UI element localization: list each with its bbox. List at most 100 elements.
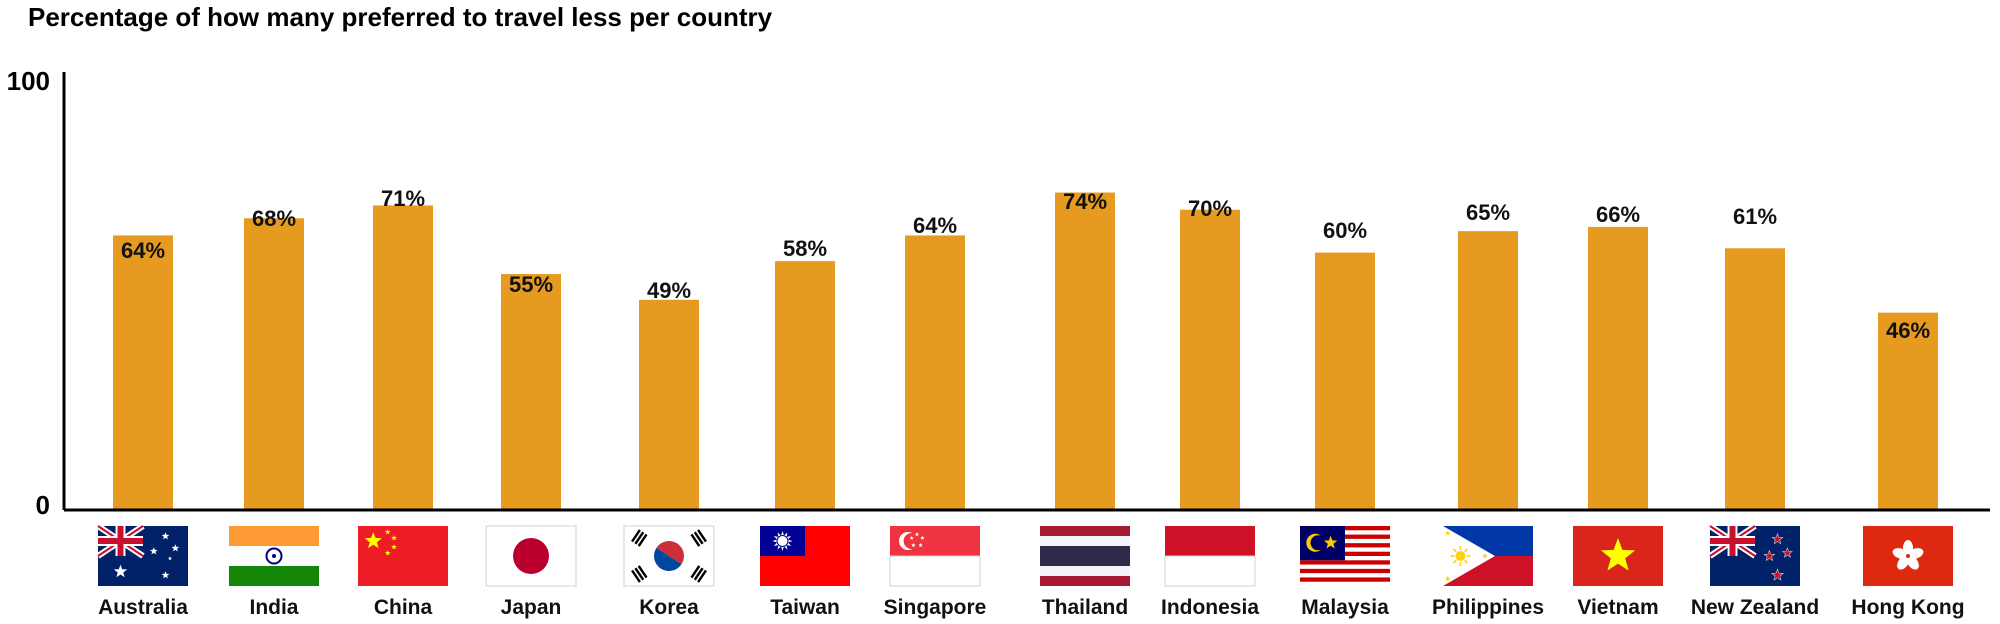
- bar-indonesia: [1180, 209, 1240, 509]
- flag-stripe-white: [1040, 566, 1130, 576]
- bauhinia-petal-icon: [1897, 555, 1910, 570]
- star-icon: [161, 532, 170, 540]
- trigram-bar: [690, 533, 701, 547]
- flags-group: [96, 523, 1953, 587]
- southern-cross-star-icon: [1772, 569, 1783, 580]
- bar-china: [373, 205, 433, 509]
- large-star-icon: [364, 532, 382, 549]
- taegeuk-red-icon: [656, 541, 684, 565]
- star-icon: [1482, 553, 1488, 559]
- trigram-bar: [637, 565, 648, 579]
- data-label: 64%: [121, 238, 165, 263]
- flag-stripe: [1300, 560, 1390, 565]
- bauhinia-petal-icon: [1906, 555, 1919, 570]
- federal-star-icon: [1323, 535, 1338, 549]
- trigram-bar: [634, 531, 645, 545]
- trigram-bar: [631, 529, 641, 543]
- trigram-bar: [637, 533, 648, 547]
- data-label: 58%: [783, 236, 827, 261]
- trigram-bar: [631, 569, 641, 583]
- flag-stripe: [1300, 581, 1390, 587]
- union-jack-cross-red: [1710, 526, 1755, 556]
- bar-hong-kong: [1878, 312, 1938, 509]
- star-icon: [171, 544, 180, 552]
- singapore-flag-icon: [889, 526, 981, 587]
- union-jack-canton: [1708, 523, 1757, 559]
- trigram-icon: [631, 529, 648, 547]
- category-label: Japan: [501, 596, 562, 619]
- category-label: Malaysia: [1301, 596, 1389, 619]
- category-label: Singapore: [884, 596, 987, 619]
- star-icon: [911, 542, 916, 548]
- data-label: 60%: [1323, 218, 1367, 243]
- white-sun-icon: [776, 535, 789, 547]
- category-label: Australia: [98, 596, 188, 619]
- trigram-bar: [697, 569, 707, 583]
- union-jack-canton: [96, 523, 145, 559]
- flag-stripe-white: [1164, 555, 1256, 587]
- crescent-cut: [1310, 535, 1326, 551]
- data-label: 68%: [252, 206, 296, 231]
- indonesia-flag-icon: [1164, 526, 1256, 587]
- japan-flag-icon: [485, 525, 577, 587]
- star-icon: [914, 532, 920, 537]
- bar-malaysia: [1315, 252, 1375, 509]
- flag-stripe: [1300, 564, 1390, 570]
- sun-ray-icon: [772, 539, 778, 543]
- category-label: New Zealand: [1691, 596, 1819, 619]
- star-icon: [384, 529, 391, 535]
- data-label: 55%: [509, 272, 553, 297]
- data-label: 61%: [1733, 204, 1777, 229]
- flag-stripe-blue: [1040, 546, 1130, 566]
- trigram-bar: [697, 529, 707, 543]
- bar-new-zealand: [1725, 248, 1785, 509]
- taiwan-flag-icon: [760, 526, 850, 586]
- taegeuk-blue-icon: [654, 547, 682, 571]
- data-label: 65%: [1466, 200, 1510, 225]
- sun-ray-icon: [780, 545, 785, 551]
- bar-australia: [113, 235, 173, 509]
- trigram-bar: [693, 531, 704, 545]
- star-icon: [384, 550, 391, 556]
- flag-stripe-white: [889, 555, 981, 587]
- category-label: Philippines: [1432, 596, 1544, 619]
- sun-ray-icon: [1464, 559, 1469, 564]
- chakra-hub: [272, 554, 276, 558]
- flag-stripe-white: [1040, 536, 1130, 546]
- flag-stripe-red: [1165, 526, 1255, 556]
- flag-stripe: [1300, 573, 1390, 578]
- southern-cross-star-icon: [1772, 534, 1783, 544]
- sun-icon: [1455, 551, 1466, 561]
- ashoka-chakra-icon: [265, 547, 283, 565]
- category-label: Hong Kong: [1851, 596, 1964, 619]
- bar-japan: [501, 274, 561, 509]
- data-label: 49%: [647, 278, 691, 303]
- bar-philippines: [1458, 231, 1518, 509]
- trigram-icon: [690, 529, 707, 547]
- vietnam-flag-icon: [1573, 526, 1663, 586]
- commonwealth-star-icon: [113, 564, 128, 578]
- star-icon: [920, 535, 925, 540]
- y-tick-label-0: 0: [36, 490, 50, 520]
- sun-disc-icon: [513, 538, 549, 574]
- trigram-icon: [631, 565, 648, 583]
- star-icon: [391, 544, 397, 550]
- trigram-icon: [690, 565, 707, 583]
- star-icon: [918, 542, 923, 548]
- yellow-star-icon: [1600, 538, 1636, 571]
- korea-flag-icon: [623, 525, 715, 587]
- category-label: Indonesia: [1161, 596, 1259, 619]
- data-label: 70%: [1188, 196, 1232, 221]
- labels-group: Australia India China Japan Korea Taiwan Singa…: [98, 596, 1965, 619]
- data-label: 64%: [913, 213, 957, 238]
- flag-stripe: [1300, 577, 1390, 583]
- trigram-bar: [693, 567, 704, 581]
- sun-ray-icon: [1464, 548, 1469, 553]
- hong-kong-flag-icon: [1863, 526, 1953, 586]
- category-label: Thailand: [1042, 596, 1128, 619]
- bar-vietnam: [1588, 226, 1648, 509]
- malaysia-flag-icon: [1300, 526, 1390, 587]
- category-label: India: [249, 596, 298, 619]
- bar-taiwan: [775, 261, 835, 509]
